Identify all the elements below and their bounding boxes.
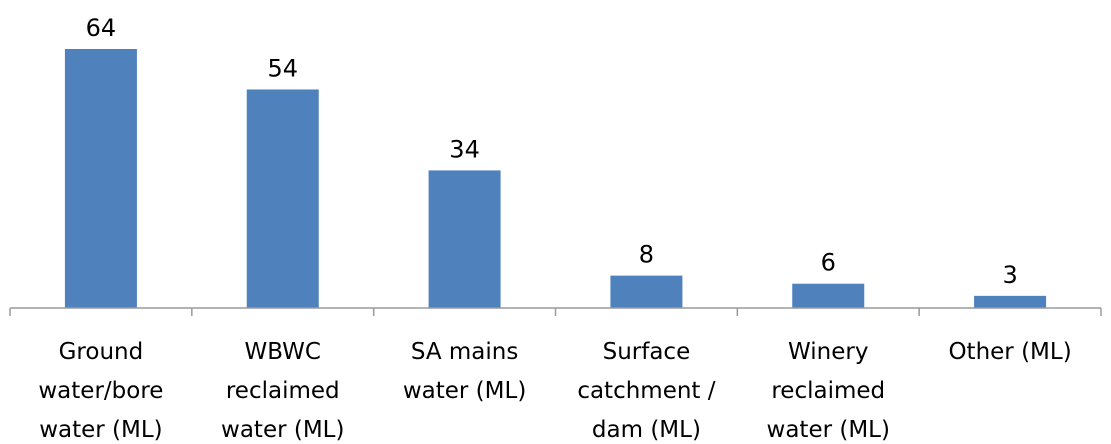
category-label-line: Ground (59, 339, 144, 365)
category-label: Ground water/bore water (ML) (38, 339, 163, 443)
category-label-line: reclaimed (771, 378, 885, 404)
category-label: Winery reclaimed water (ML) (767, 339, 890, 443)
bars-group (64, 49, 1047, 308)
bar (246, 89, 319, 308)
category-label-line: water (ML) (403, 378, 526, 404)
category-label-line: catchment / (577, 378, 715, 404)
category-label-line: Other (ML) (948, 339, 1071, 365)
data-label: 64 (86, 14, 117, 42)
bar (64, 49, 137, 308)
bar (792, 283, 865, 308)
data-label: 3 (1002, 261, 1017, 289)
data-label: 8 (639, 241, 654, 269)
category-label-line: WBWC (244, 339, 321, 365)
category-label-line: water (ML) (767, 417, 890, 443)
category-label-line: Surface (603, 339, 691, 365)
category-label-line: dam (ML) (592, 417, 701, 443)
data-label: 34 (449, 135, 480, 163)
category-label: Surface catchment / dam (ML) (577, 339, 715, 443)
category-label: Other (ML) (948, 339, 1071, 365)
category-label-line: reclaimed (226, 378, 340, 404)
category-label: SA mains water (ML) (403, 339, 526, 404)
value-labels-group: 64 54 34 8 6 3 (86, 14, 1018, 289)
category-label-line: water/bore (38, 378, 163, 404)
category-label-line: Winery (788, 339, 868, 365)
category-labels-group: Ground water/bore water (ML) WBWC reclaimed w… (38, 339, 1071, 443)
category-label-line: water (ML) (39, 417, 162, 443)
x-axis-ticks (9, 308, 1102, 316)
bar (610, 275, 683, 308)
data-label: 54 (267, 54, 298, 82)
category-label: WBWC reclaimed water (ML) (221, 339, 344, 443)
bar (428, 170, 501, 308)
category-label-line: water (ML) (221, 417, 344, 443)
bar (974, 295, 1047, 308)
category-label-line: SA mains (411, 339, 519, 365)
data-label: 6 (821, 249, 836, 277)
